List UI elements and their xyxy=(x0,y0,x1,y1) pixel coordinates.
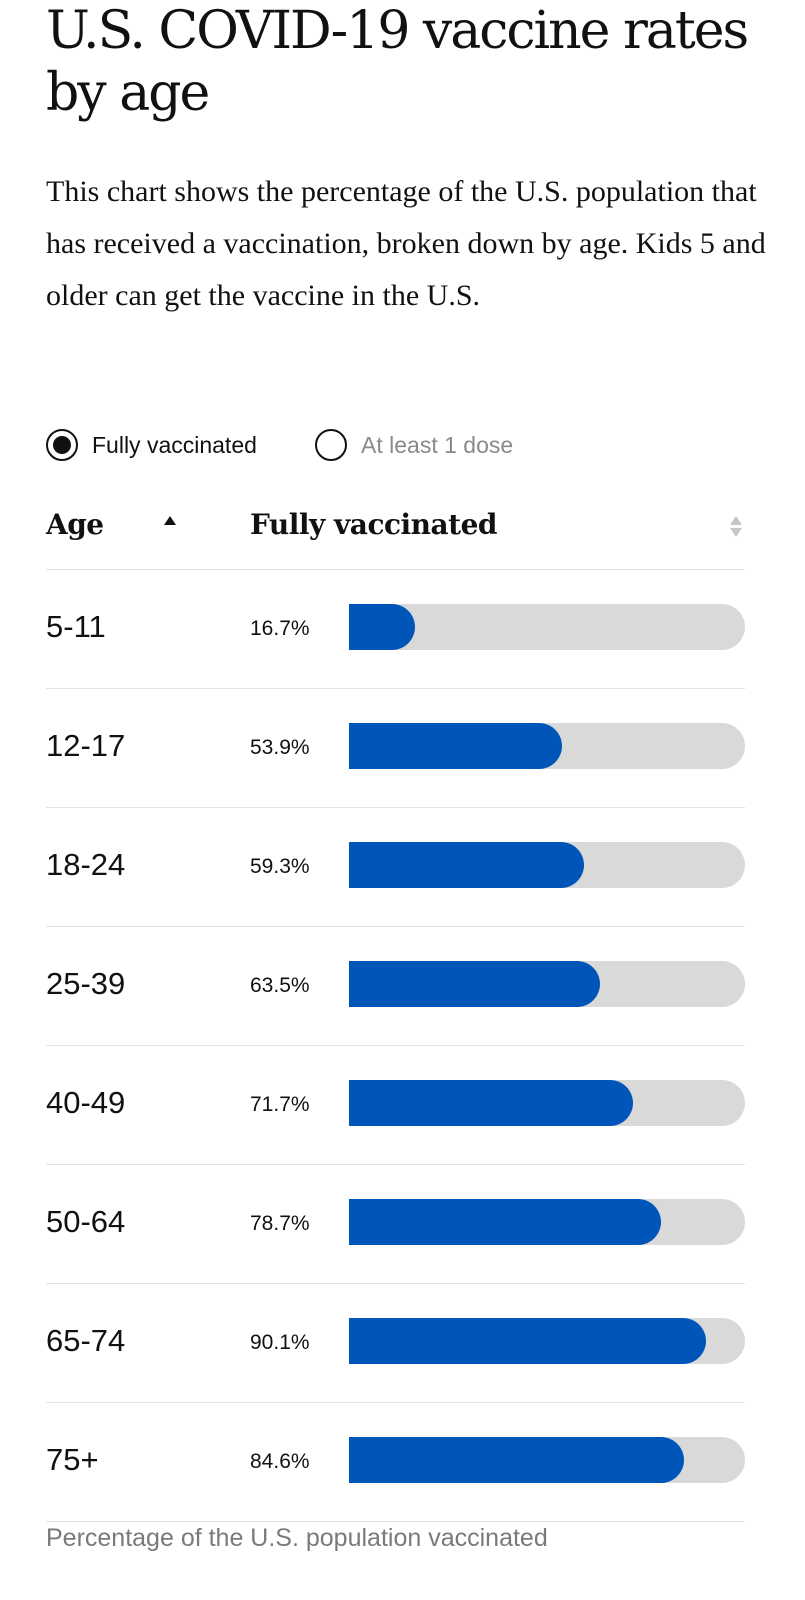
bar-track xyxy=(349,961,745,1007)
value-column-header[interactable]: Fully vaccinated xyxy=(250,508,498,541)
table-row: 12-17 53.9% xyxy=(46,688,745,806)
bar xyxy=(349,604,416,650)
sort-ascending-icon[interactable] xyxy=(164,516,176,525)
data-label: 16.7% xyxy=(250,617,310,640)
bar xyxy=(349,1199,661,1245)
data-label: 71.7% xyxy=(250,1093,310,1116)
divider xyxy=(46,1045,745,1046)
table-row: 40-49 71.7% xyxy=(46,1045,745,1163)
bar-track xyxy=(349,842,745,888)
data-label: 84.6% xyxy=(250,1450,310,1473)
table-row: 65-74 90.1% xyxy=(46,1283,745,1401)
bar-track xyxy=(349,723,745,769)
bar xyxy=(349,842,584,888)
chart-footnote: Percentage of the U.S. population vaccin… xyxy=(46,1524,548,1552)
age-column-header[interactable]: Age xyxy=(46,508,104,541)
table-row: 50-64 78.7% xyxy=(46,1164,745,1282)
age-label: 40-49 xyxy=(46,1085,126,1120)
data-label: 90.1% xyxy=(250,1331,310,1354)
age-label: 75+ xyxy=(46,1442,99,1477)
divider xyxy=(46,688,745,689)
age-label: 50-64 xyxy=(46,1204,126,1239)
data-label: 53.9% xyxy=(250,736,310,759)
bar-track xyxy=(349,1318,745,1364)
age-label: 25-39 xyxy=(46,966,126,1001)
divider xyxy=(46,1402,745,1403)
data-label: 59.3% xyxy=(250,855,310,878)
divider xyxy=(46,1521,745,1522)
radio-unselected-icon xyxy=(315,429,347,461)
bar-track xyxy=(349,1080,745,1126)
data-label: 63.5% xyxy=(250,974,310,997)
table-row: 75+ 84.6% xyxy=(46,1402,745,1520)
at-least-one-dose-toggle[interactable]: At least 1 dose xyxy=(315,426,513,464)
table-row: 5-11 16.7% xyxy=(46,569,745,687)
table-row: 25-39 63.5% xyxy=(46,926,745,1044)
bar xyxy=(349,723,563,769)
chart-subtitle: This chart shows the percentage of the U… xyxy=(46,175,766,312)
bar-track xyxy=(349,604,745,650)
sort-icon[interactable] xyxy=(729,516,743,540)
divider xyxy=(46,1164,745,1165)
bar xyxy=(349,1437,685,1483)
age-label: 18-24 xyxy=(46,847,126,882)
toggle-label: Fully vaccinated xyxy=(92,431,257,458)
radio-selected-icon xyxy=(46,429,78,461)
fully-vaccinated-toggle[interactable]: Fully vaccinated xyxy=(46,426,257,464)
table-row: 18-24 59.3% xyxy=(46,807,745,925)
bar-track xyxy=(349,1437,745,1483)
bar xyxy=(349,1080,633,1126)
age-label: 5-11 xyxy=(46,609,106,644)
toggle-label: At least 1 dose xyxy=(361,431,514,458)
data-label: 78.7% xyxy=(250,1212,310,1235)
age-label: 12-17 xyxy=(46,728,126,763)
divider xyxy=(46,1283,745,1284)
age-label: 65-74 xyxy=(46,1323,126,1358)
bar xyxy=(349,961,601,1007)
bar xyxy=(349,1318,706,1364)
chart-title: U.S. COVID-19 vaccine rates by age xyxy=(46,1,749,123)
bar-track xyxy=(349,1199,745,1245)
divider xyxy=(46,926,745,927)
divider xyxy=(46,569,745,570)
table-header: Age Fully vaccinated xyxy=(46,500,745,568)
divider xyxy=(46,807,745,808)
